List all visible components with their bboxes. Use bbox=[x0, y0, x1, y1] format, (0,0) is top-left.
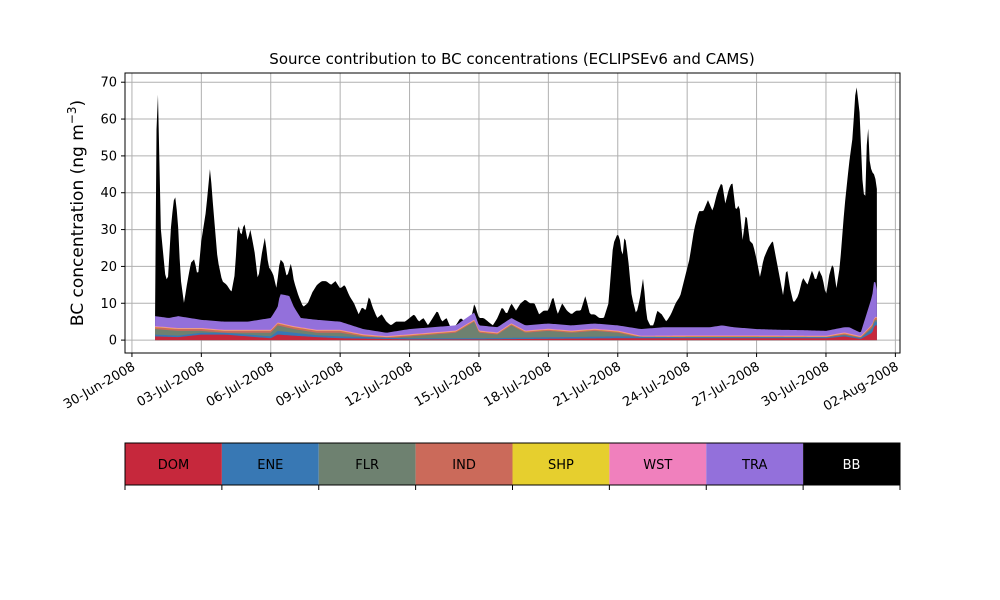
area-series-bb bbox=[155, 87, 877, 341]
y-axis-label-exponent: −3 bbox=[65, 106, 79, 124]
y-axis-label-close: ) bbox=[68, 100, 88, 107]
legend-swatch-ind bbox=[415, 443, 513, 485]
area-series-dom bbox=[155, 325, 877, 341]
legend-swatch-wst bbox=[609, 443, 707, 485]
legend-label-ene: ENE bbox=[257, 458, 283, 473]
x-tick-label: 24-Jul-2008 bbox=[620, 359, 693, 410]
axes bbox=[124, 72, 901, 354]
y-tick-label: 30 bbox=[100, 223, 117, 238]
legend-label-bb: BB bbox=[843, 458, 861, 473]
source-colorbar-legend: DOM ENE FLR IND SHP WST TRA BB bbox=[124, 442, 901, 490]
legend-swatch-dom bbox=[125, 443, 222, 485]
legend-label-tra: TRA bbox=[741, 458, 767, 473]
area-series-flr bbox=[155, 319, 877, 341]
x-tick-label: 30-Jun-2008 bbox=[61, 359, 138, 412]
y-tick-label: 0 bbox=[109, 334, 117, 349]
legend-label-shp: SHP bbox=[548, 458, 574, 473]
x-tick-label: 03-Jul-2008 bbox=[135, 359, 208, 410]
y-tick-label: 20 bbox=[100, 260, 117, 275]
legend-swatch-flr bbox=[318, 443, 416, 485]
y-ticks: 0 10 20 30 40 50 60 70 bbox=[100, 76, 125, 349]
x-tick-label: 18-Jul-2008 bbox=[482, 359, 555, 410]
y-tick-label: 70 bbox=[100, 76, 117, 91]
plot-frame bbox=[124, 72, 901, 354]
x-tick-label: 09-Jul-2008 bbox=[273, 359, 346, 410]
legend-label-wst: WST bbox=[643, 458, 672, 473]
y-tick-label: 10 bbox=[100, 297, 117, 312]
legend-label-flr: FLR bbox=[355, 458, 379, 473]
y-tick-label: 40 bbox=[100, 186, 117, 201]
legend-label-dom: DOM bbox=[158, 458, 189, 473]
x-tick-label: 06-Jul-2008 bbox=[204, 359, 277, 410]
chart-title: Source contribution to BC concentrations… bbox=[269, 50, 754, 68]
area-series-tra bbox=[155, 282, 877, 341]
legend-swatch-shp bbox=[512, 443, 610, 485]
legend-swatch-bb bbox=[803, 443, 900, 485]
y-axis-label-main: BC concentration (ng m bbox=[68, 124, 88, 326]
x-tick-label: 15-Jul-2008 bbox=[412, 359, 485, 410]
x-tick-label: 12-Jul-2008 bbox=[343, 359, 416, 410]
x-tick-label: 02-Aug-2008 bbox=[821, 359, 901, 414]
y-axis-label: BC concentration (ng m−3) bbox=[65, 100, 88, 326]
legend-swatch-tra bbox=[706, 443, 804, 485]
y-tick-label: 60 bbox=[100, 113, 117, 128]
grid-lines bbox=[125, 73, 900, 353]
x-tick-label: 21-Jul-2008 bbox=[551, 359, 624, 410]
legend-label-ind: IND bbox=[452, 458, 476, 473]
legend-swatch-ene bbox=[221, 443, 319, 485]
x-tick-label: 27-Jul-2008 bbox=[690, 359, 763, 410]
stacked-areas bbox=[155, 87, 877, 341]
y-tick-label: 50 bbox=[100, 149, 117, 164]
x-ticks: 30-Jun-200803-Jul-200806-Jul-200809-Jul-… bbox=[61, 353, 901, 415]
